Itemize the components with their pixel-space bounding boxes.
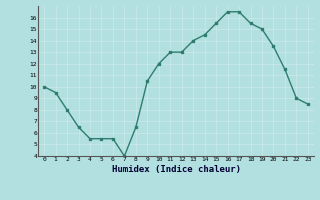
X-axis label: Humidex (Indice chaleur): Humidex (Indice chaleur) <box>111 165 241 174</box>
